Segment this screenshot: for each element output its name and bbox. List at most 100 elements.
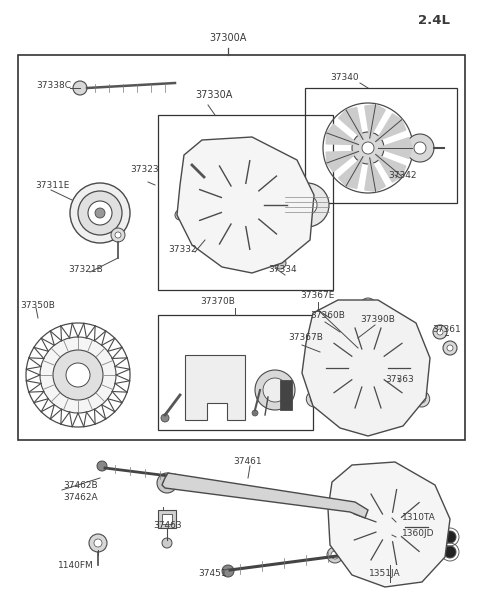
- Polygon shape: [162, 473, 368, 518]
- Circle shape: [194, 157, 290, 253]
- Circle shape: [263, 378, 287, 402]
- Circle shape: [297, 195, 317, 215]
- Circle shape: [162, 538, 172, 548]
- Polygon shape: [376, 114, 406, 142]
- Circle shape: [252, 410, 258, 416]
- Text: 37323: 37323: [130, 165, 158, 174]
- Polygon shape: [328, 462, 450, 587]
- Circle shape: [348, 485, 432, 569]
- Circle shape: [331, 551, 339, 559]
- Circle shape: [327, 547, 343, 563]
- Circle shape: [274, 257, 286, 269]
- Circle shape: [364, 302, 372, 310]
- Text: 37367B: 37367B: [288, 334, 323, 342]
- Bar: [305, 88, 457, 203]
- Text: 37463: 37463: [153, 520, 181, 530]
- Circle shape: [360, 298, 376, 314]
- Circle shape: [175, 210, 185, 220]
- Circle shape: [382, 519, 398, 535]
- Circle shape: [437, 329, 443, 335]
- Polygon shape: [302, 300, 430, 436]
- Circle shape: [443, 341, 457, 355]
- Circle shape: [447, 345, 453, 351]
- Text: 37338C: 37338C: [36, 80, 71, 89]
- Polygon shape: [339, 108, 363, 139]
- Bar: [158, 510, 176, 528]
- Polygon shape: [365, 158, 385, 192]
- Circle shape: [66, 363, 90, 387]
- Polygon shape: [378, 137, 412, 159]
- Circle shape: [111, 228, 125, 242]
- Bar: [158, 115, 333, 290]
- Polygon shape: [177, 137, 314, 273]
- Bar: [231, 360, 241, 400]
- Circle shape: [372, 509, 408, 545]
- Bar: [162, 514, 172, 524]
- Circle shape: [163, 479, 171, 487]
- Polygon shape: [326, 151, 359, 171]
- Text: 37311E: 37311E: [35, 181, 70, 190]
- Bar: [190, 360, 202, 400]
- Circle shape: [40, 337, 116, 413]
- Circle shape: [418, 395, 426, 403]
- Circle shape: [94, 539, 102, 547]
- Text: 37332: 37332: [168, 246, 197, 255]
- Circle shape: [232, 195, 252, 215]
- Text: 37462A: 37462A: [63, 492, 97, 502]
- Circle shape: [306, 391, 322, 407]
- Polygon shape: [339, 157, 363, 188]
- Text: 1140FM: 1140FM: [58, 561, 94, 570]
- Circle shape: [303, 201, 311, 209]
- Text: 37461: 37461: [234, 457, 262, 466]
- Circle shape: [414, 142, 426, 154]
- Circle shape: [70, 183, 130, 243]
- Circle shape: [95, 208, 105, 218]
- Circle shape: [444, 531, 456, 543]
- Text: 37342: 37342: [388, 170, 417, 179]
- Circle shape: [161, 414, 169, 422]
- Circle shape: [53, 350, 103, 400]
- Text: 37334: 37334: [268, 266, 297, 274]
- Circle shape: [285, 183, 329, 227]
- Circle shape: [323, 323, 413, 413]
- Circle shape: [348, 500, 368, 520]
- Circle shape: [444, 546, 456, 558]
- Polygon shape: [326, 124, 359, 145]
- Circle shape: [406, 134, 434, 162]
- Text: 1310TA: 1310TA: [402, 514, 436, 522]
- Text: 37363: 37363: [385, 376, 414, 384]
- Text: 37367E: 37367E: [300, 291, 335, 300]
- Polygon shape: [365, 105, 385, 138]
- Text: 37370B: 37370B: [200, 297, 235, 306]
- Circle shape: [157, 473, 177, 493]
- Text: 37340: 37340: [330, 74, 359, 83]
- Text: 37390B: 37390B: [360, 316, 395, 325]
- Circle shape: [97, 461, 107, 471]
- Circle shape: [414, 391, 430, 407]
- Circle shape: [348, 348, 388, 388]
- Circle shape: [88, 201, 112, 225]
- Circle shape: [222, 565, 234, 577]
- Bar: [158, 315, 313, 430]
- Circle shape: [115, 232, 121, 238]
- Bar: [280, 380, 292, 410]
- Circle shape: [310, 395, 318, 403]
- Text: 2.4L: 2.4L: [418, 14, 450, 27]
- Circle shape: [362, 142, 374, 154]
- Text: 37451: 37451: [198, 568, 227, 578]
- Polygon shape: [376, 154, 406, 182]
- Circle shape: [220, 183, 264, 227]
- Bar: [18, 55, 465, 440]
- Text: 37361: 37361: [432, 325, 461, 334]
- Text: 37321B: 37321B: [68, 266, 103, 274]
- Circle shape: [352, 132, 384, 164]
- Circle shape: [360, 360, 376, 376]
- Circle shape: [354, 506, 362, 514]
- Text: 1360JD: 1360JD: [402, 528, 434, 537]
- Text: 37330A: 37330A: [195, 90, 232, 100]
- Text: 1351JA: 1351JA: [369, 568, 401, 578]
- Circle shape: [255, 370, 295, 410]
- Circle shape: [188, 161, 196, 169]
- Text: 37350B: 37350B: [20, 300, 55, 309]
- Circle shape: [433, 325, 447, 339]
